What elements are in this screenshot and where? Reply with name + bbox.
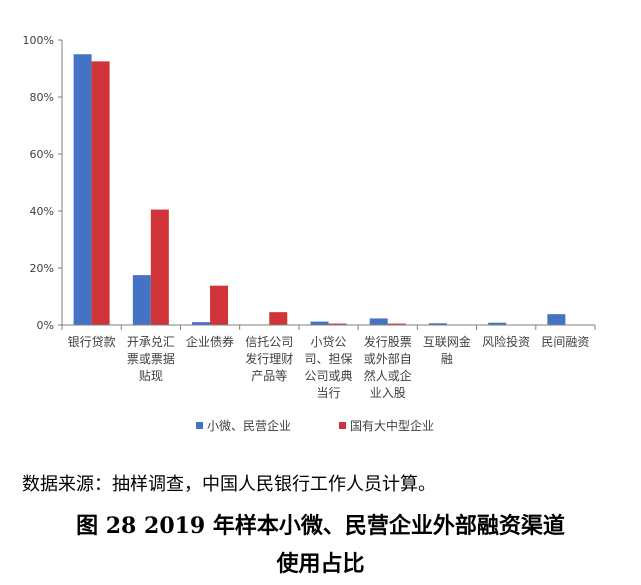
bar-series1 — [73, 54, 92, 325]
x-tick-label: 民间融资 — [541, 335, 589, 349]
bar-series1 — [428, 323, 447, 325]
x-tick-label: 当行 — [316, 386, 340, 400]
bar-series2 — [328, 323, 347, 325]
figure-caption-line2: 使用占比 — [276, 551, 365, 577]
y-tick-label: 60% — [30, 148, 54, 161]
y-tick-label: 100% — [23, 34, 54, 47]
bars — [73, 54, 566, 325]
y-axis-ticks: 0% 20% 40% 60% 80% 100% — [23, 34, 62, 332]
y-tick-label: 20% — [30, 262, 54, 275]
x-tick-label: 产品等 — [251, 369, 287, 383]
x-tick-label: 信托公司 — [245, 335, 293, 349]
x-tick-label: 开承兑汇 — [127, 335, 175, 349]
bar-series1 — [547, 314, 566, 325]
bar-series2 — [91, 61, 110, 325]
bar-series2 — [387, 323, 406, 325]
legend: 小微、民营企业 国有大中型企业 — [196, 418, 434, 433]
bar-series2 — [269, 312, 288, 325]
x-tick-label: 票或票据 — [127, 352, 175, 366]
x-tick-label: 然人或企 — [364, 368, 412, 383]
bar-series2 — [150, 209, 169, 325]
source-note: 数据来源：抽样调查，中国人民银行工作人员计算。 — [22, 474, 436, 495]
x-tick-label: 融 — [441, 352, 453, 366]
x-tick-label: 业入股 — [370, 386, 406, 400]
bar-series1 — [132, 275, 151, 325]
y-tick-label: 80% — [30, 91, 54, 104]
bar-series1 — [369, 318, 388, 325]
bar-series1 — [192, 322, 211, 325]
x-tick-label: 企业债券 — [186, 334, 234, 349]
bar-series2 — [210, 285, 229, 325]
y-tick-label: 0% — [37, 319, 54, 332]
x-tick-label: 银行贷款 — [68, 335, 116, 349]
legend-label: 国有大中型企业 — [350, 418, 434, 433]
x-tick-label: 或外部自 — [364, 351, 412, 366]
x-tick-label: 发行理财 — [245, 351, 293, 366]
bar-series1 — [488, 322, 507, 325]
legend-label: 小微、民营企业 — [207, 418, 291, 433]
figure-caption-line1: 图 28 2019 年样本小微、民营企业外部融资渠道 — [76, 513, 565, 539]
x-axis-ticks — [61, 325, 596, 330]
x-tick-label: 发行股票 — [364, 334, 412, 349]
bar-series1 — [310, 321, 329, 325]
x-tick-label: 风险投资 — [482, 334, 530, 349]
x-tick-label: 互联网金 — [423, 334, 471, 349]
x-tick-label: 小贷公 — [310, 335, 346, 349]
legend-swatch — [339, 422, 346, 429]
legend-swatch — [196, 422, 203, 429]
y-tick-label: 40% — [30, 205, 54, 218]
x-tick-label: 公司或典 — [304, 369, 352, 383]
x-tick-label: 贴现 — [139, 369, 163, 383]
x-tick-label: 司、担保 — [304, 352, 352, 366]
